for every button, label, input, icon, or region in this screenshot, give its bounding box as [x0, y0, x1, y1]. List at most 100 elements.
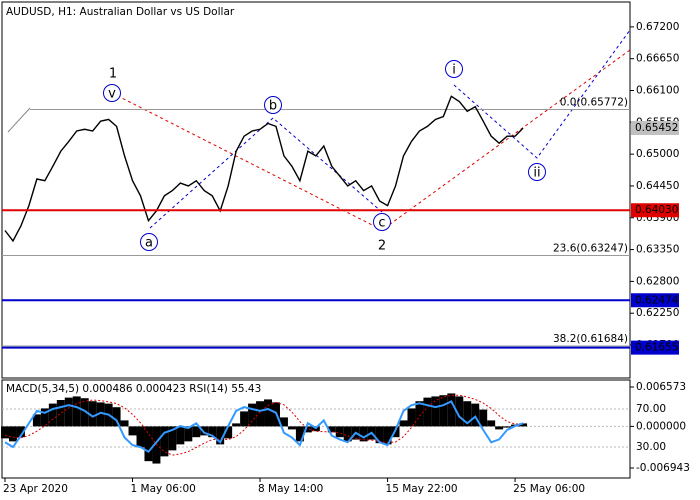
macd-bar — [295, 426, 304, 442]
macd-bar — [335, 426, 344, 438]
macd-bar — [471, 403, 480, 427]
y-tick-label: 0.006573 — [636, 381, 686, 393]
y2-tick-label: 30.00 — [636, 441, 666, 453]
macd-bar — [383, 426, 392, 445]
y-tick-label: 0.64450 — [636, 180, 679, 192]
wave-label: c — [378, 216, 385, 231]
x-tick-label: 8 May 14:00 — [258, 483, 323, 495]
y-tick-label: 0.65000 — [636, 148, 679, 160]
macd-bar — [120, 420, 129, 427]
macd-bar — [303, 426, 312, 433]
x-tick-label: 15 May 22:00 — [386, 483, 458, 495]
macd-bar — [519, 423, 528, 427]
wave-circle — [264, 96, 282, 114]
macd-bar — [224, 426, 233, 439]
macd-bar — [455, 396, 464, 427]
fibo-label: 0.0(0.65772) — [560, 96, 628, 108]
macd-bar — [264, 399, 272, 427]
chart-title: AUDUSD, H1: Australian Dollar vs US Doll… — [6, 6, 235, 18]
macd-bar — [192, 426, 201, 438]
x-tick-label: 1 May 06:00 — [131, 483, 196, 495]
macd-bar — [399, 420, 408, 427]
wave-label: ii — [533, 166, 540, 181]
wave-label: 2 — [378, 239, 386, 254]
x-tick-label: 23 Apr 2020 — [3, 483, 68, 495]
macd-bar — [415, 401, 424, 427]
indicator-title: MACD(5,34,5) 0.000486 0.000423 RSI(14) 5… — [6, 383, 261, 395]
price-label: 0.62474 — [635, 294, 679, 306]
macd-bar — [423, 397, 432, 427]
price-frame — [1, 1, 631, 379]
wave-label: v — [108, 87, 116, 102]
blue-projection — [149, 117, 383, 229]
macd-bar — [136, 426, 145, 448]
macd-bar — [407, 408, 416, 427]
macd-bar — [48, 403, 57, 427]
price-label: 0.64030 — [635, 204, 678, 216]
y-tick-label: 0.63350 — [636, 244, 679, 256]
macd-bar — [176, 426, 185, 445]
macd-bar — [216, 426, 225, 445]
macd-bar — [256, 401, 265, 427]
price-label-box — [631, 120, 679, 135]
macd-bar — [447, 393, 456, 427]
macd-bar — [16, 426, 25, 438]
macd-bar — [240, 411, 249, 427]
macd-bar — [200, 426, 209, 436]
fibo-label: 38.2(0.61684) — [553, 333, 628, 345]
price-label-box — [631, 203, 679, 218]
macd-bar — [431, 396, 440, 427]
price-label: 0.65452 — [635, 122, 678, 134]
y-tick-label: -0.006943 — [636, 462, 690, 474]
macd-bar — [1, 426, 9, 439]
y-tick-label: 0.62800 — [636, 275, 679, 287]
macd-bar — [248, 403, 257, 427]
macd-bar — [279, 417, 288, 427]
macd-bar — [479, 409, 488, 427]
wave-circle — [103, 84, 121, 102]
price-label-box — [631, 293, 679, 308]
macd-bar — [112, 407, 121, 427]
y-tick-label: 0.67200 — [636, 21, 679, 33]
price-label-box — [631, 340, 679, 355]
macd-bar — [56, 400, 65, 427]
price-line — [4, 95, 524, 243]
macd-bar — [160, 426, 169, 457]
y-tick-label: 0.66650 — [636, 53, 679, 65]
signal-line — [4, 394, 524, 456]
macd-bar — [40, 408, 49, 427]
x-tick-label: 25 May 06:00 — [513, 483, 585, 495]
macd-bar — [72, 396, 81, 427]
macd-bar — [32, 414, 41, 427]
y-tick-label: 0.62250 — [636, 307, 679, 319]
fibo-label: 23.6(0.63247) — [553, 243, 628, 255]
wave-label: b — [269, 99, 277, 114]
macd-bar — [327, 426, 336, 433]
macd-bar — [439, 395, 448, 427]
wave-label: i — [452, 63, 456, 78]
macd-bar — [463, 401, 472, 427]
wave-circle — [528, 163, 546, 181]
price-label: 0.61655 — [635, 342, 678, 354]
wave-label: a — [145, 236, 153, 251]
macd-bar — [487, 420, 496, 427]
wave-circle — [373, 213, 391, 231]
macd-bar — [208, 426, 217, 438]
wave-label: 1 — [109, 67, 117, 82]
macd-bar — [503, 426, 512, 428]
y2-tick-label: 70.00 — [636, 403, 666, 415]
y-tick-label: 0.000000 — [636, 420, 686, 432]
y-tick-label: 0.66100 — [636, 85, 679, 97]
macd-bar — [80, 398, 89, 427]
macd-bar — [168, 426, 177, 451]
macd-bar — [375, 426, 384, 444]
macd-bar — [287, 426, 296, 430]
macd-bar — [232, 423, 241, 427]
macd-bar — [144, 426, 153, 462]
macd-bar — [495, 426, 504, 430]
macd-bar — [96, 402, 105, 427]
macd-bar — [184, 426, 193, 442]
macd-bar — [64, 397, 73, 427]
trend-line — [7, 107, 31, 133]
